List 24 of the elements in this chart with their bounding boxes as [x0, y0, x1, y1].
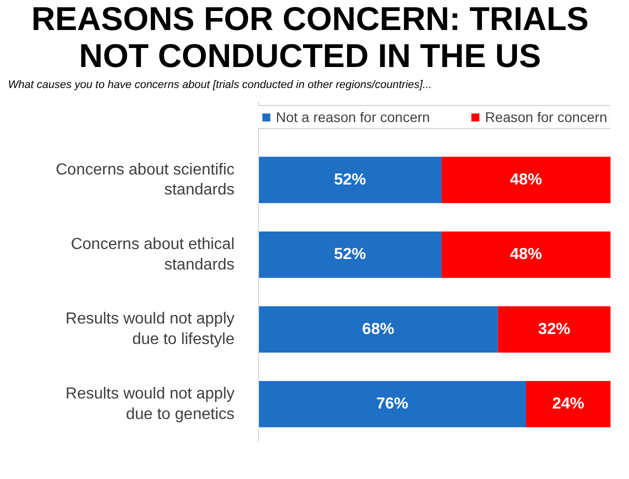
data-label: 76%	[376, 395, 408, 412]
bar	[258, 380, 526, 428]
legend-label: Reason for concern	[484, 108, 608, 125]
bar	[258, 306, 498, 352]
bar	[258, 231, 442, 278]
data-label: 68%	[362, 320, 394, 338]
data-label: 48%	[510, 246, 542, 263]
y-tick-label: Results would not apply due to lifestyle	[66, 310, 235, 348]
legend-label: Not a reason for concern	[276, 108, 430, 125]
data-label: 32%	[538, 320, 570, 338]
data-label: 48%	[510, 171, 542, 188]
data-label: 52%	[334, 171, 366, 188]
y-tick-label: Results would not apply due to genetics	[66, 385, 235, 423]
y-tick-label: Concerns about scientific standards	[56, 160, 235, 198]
y-tick-label: Concerns about ethical standards	[70, 236, 234, 274]
bar	[258, 156, 442, 203]
data-label: 24%	[552, 395, 584, 412]
chart-title: REASONS FOR CONCERN: TRIALS NOT CONDUCTED IN THE US	[30, 0, 590, 74]
bar	[498, 306, 610, 352]
bar	[526, 380, 610, 428]
bar	[442, 156, 610, 203]
data-label: 52%	[334, 246, 366, 263]
chart-subtitle: What causes you to have concerns about [trials conducted in other regions/countries]...	[7, 78, 432, 93]
bar	[442, 231, 610, 278]
